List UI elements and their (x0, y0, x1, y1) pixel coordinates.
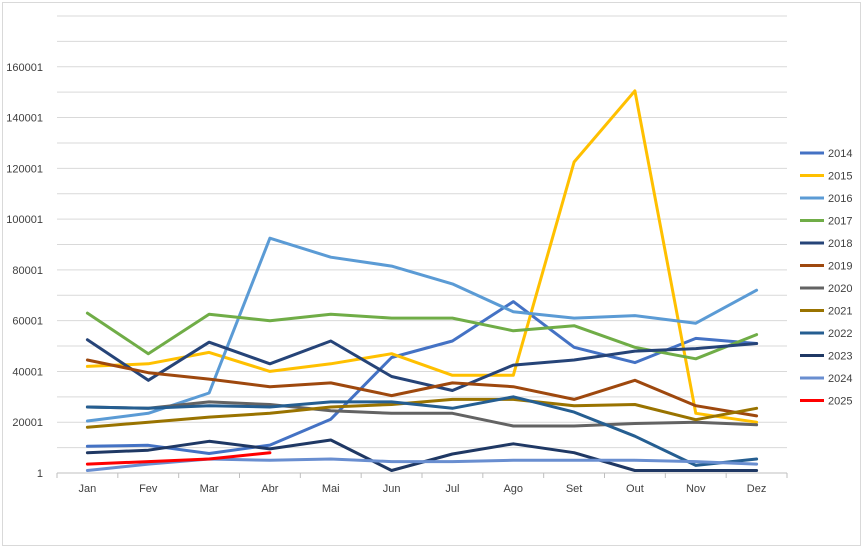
series-line-2023 (85, 438, 759, 472)
series-lines (85, 89, 759, 472)
x-tick-label: Mar (200, 483, 219, 495)
y-tick-label: 60001 (12, 316, 43, 328)
legend-label-2021: 2021 (828, 306, 852, 318)
gridlines (57, 15, 787, 449)
legend-label-2020: 2020 (828, 283, 852, 295)
legend-label-2025: 2025 (828, 396, 852, 408)
legend-label-2019: 2019 (828, 261, 852, 273)
series-line-2015 (85, 89, 759, 424)
series-line-2022 (85, 395, 759, 467)
y-tick-label: 20001 (12, 417, 43, 429)
legend-label-2023: 2023 (828, 351, 852, 363)
x-tick-label: Dez (747, 483, 767, 495)
series-line-2014 (85, 300, 759, 455)
series-line-2018 (85, 338, 759, 392)
legend-label-2022: 2022 (828, 328, 852, 340)
x-tick-label: Out (626, 483, 644, 495)
chart-area: 1 20001 40001 60001 80001 100001 120001 140001 1… (2, 2, 861, 546)
x-tick-label: Abr (261, 483, 278, 495)
y-tick-label: 40001 (12, 366, 43, 378)
series-line-2025 (85, 451, 272, 466)
legend: 2014 2015 2016 2017 2018 2019 2020 2021 2022 2023… (800, 148, 852, 408)
y-tick-label: 140001 (6, 113, 43, 125)
x-tick-label: Mai (322, 483, 340, 495)
legend-label-2017: 2017 (828, 216, 852, 228)
x-tick-label: Ago (503, 483, 523, 495)
x-tick-label: Jun (383, 483, 401, 495)
series-line-2019 (85, 358, 759, 418)
x-tick-label: Jul (445, 483, 459, 495)
y-tick-label: 100001 (6, 214, 43, 226)
legend-label-2016: 2016 (828, 193, 852, 205)
series-line-2017 (85, 311, 759, 361)
legend-label-2015: 2015 (828, 171, 852, 183)
axes: 1200014000160001800011000011200011400011… (6, 62, 788, 495)
line-chart: 1200014000160001800011000011200011400011… (6, 15, 852, 495)
x-tick-label: Jan (79, 483, 97, 495)
y-tick-label: 120001 (6, 163, 43, 175)
y-tick-label: 80001 (12, 265, 43, 277)
legend-label-2024: 2024 (828, 373, 852, 385)
series-line-2020 (85, 400, 759, 428)
x-tick-label: Set (566, 483, 583, 495)
legend-label-2018: 2018 (828, 238, 852, 250)
x-tick-label: Fev (139, 483, 158, 495)
legend-label-2014: 2014 (828, 148, 852, 160)
series-line-2021 (85, 397, 759, 429)
series-line-2016 (85, 236, 759, 423)
y-tick-label: 1 (37, 468, 43, 480)
y-tick-label: 160001 (6, 62, 43, 74)
x-tick-label: Nov (686, 483, 706, 495)
